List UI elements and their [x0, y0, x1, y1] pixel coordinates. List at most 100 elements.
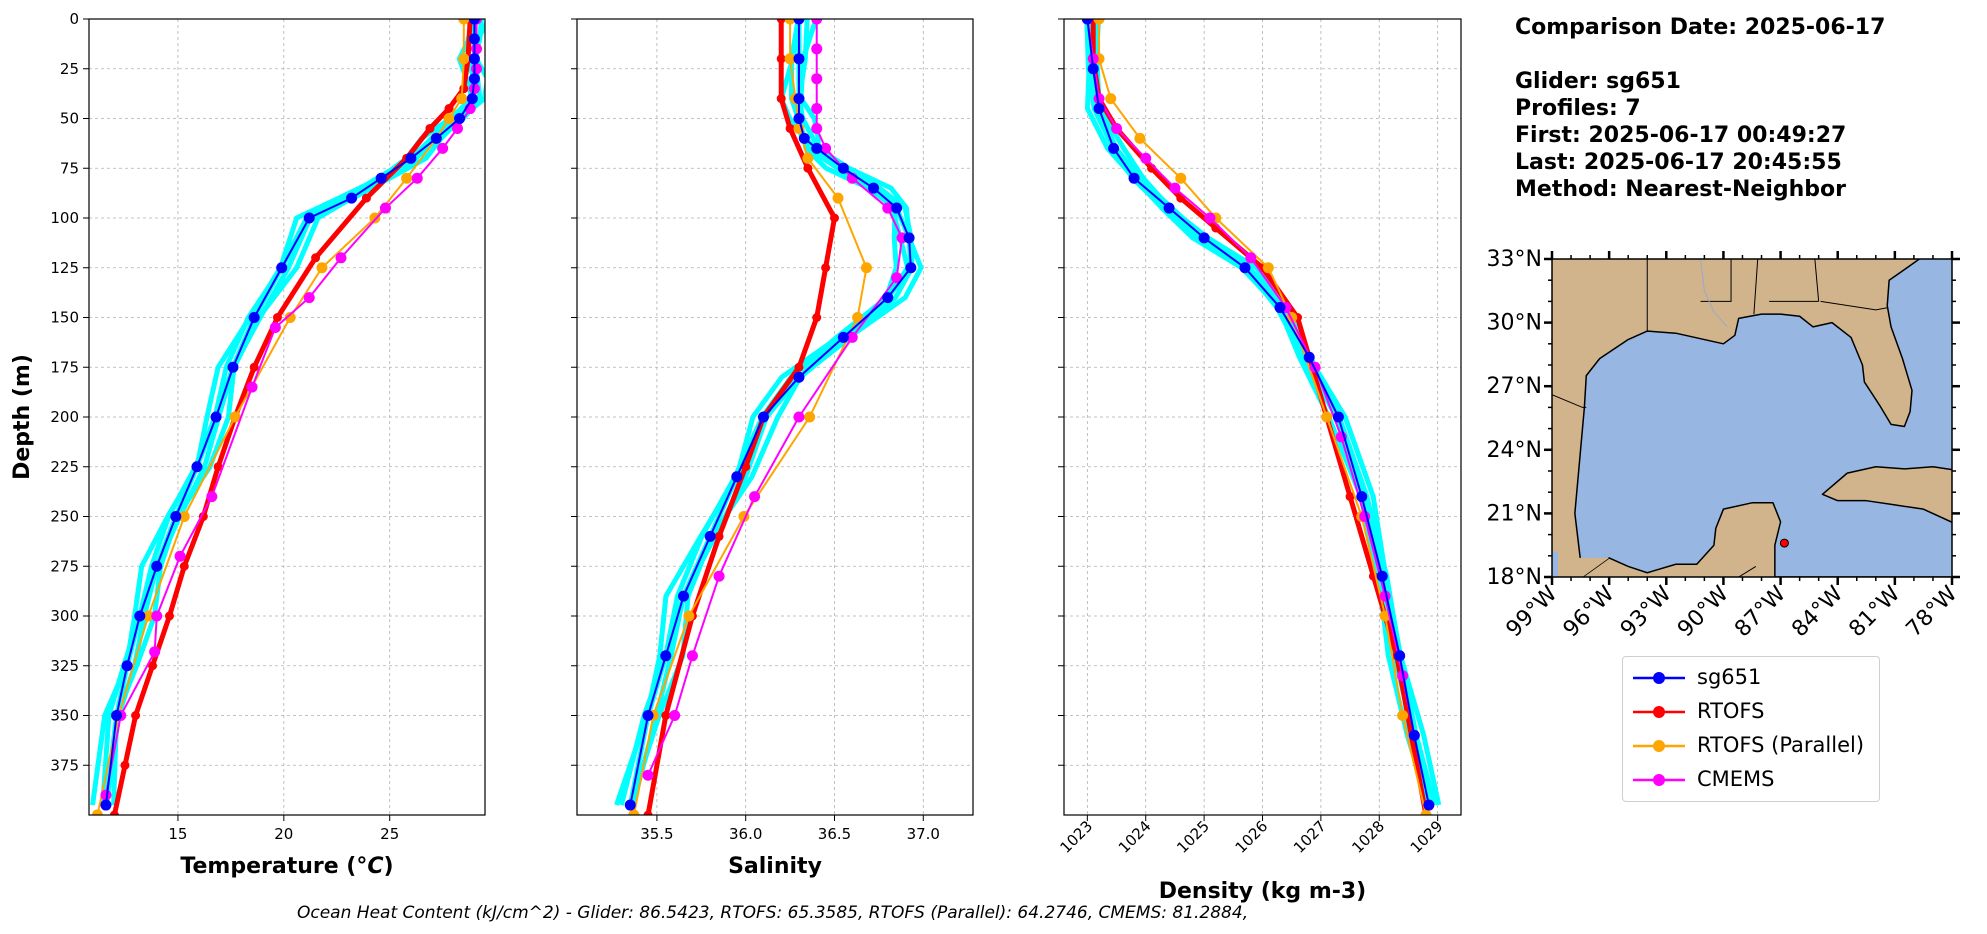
data-point — [151, 610, 163, 622]
method: Method: Nearest-Neighbor — [1515, 177, 1846, 202]
state-border — [1753, 259, 1759, 315]
gulf-of-mexico — [1574, 259, 1952, 577]
data-point — [811, 103, 823, 115]
y-tick-label: 300 — [50, 607, 79, 625]
profile-count: Profiles: 7 — [1515, 96, 1641, 121]
temperature-panel: 0 25 50 75 100 125 150 175 200 225 250 275 300 325 350… — [10, 10, 486, 879]
lat-tick-label: 33°N — [1487, 247, 1542, 272]
data-point — [793, 19, 805, 25]
x-tick-label: 35.5 — [640, 825, 673, 843]
data-point — [812, 313, 822, 322]
data-point — [276, 262, 288, 274]
data-point — [229, 411, 241, 423]
data-point — [891, 202, 903, 214]
data-point — [829, 213, 839, 223]
data-point — [174, 550, 186, 562]
data-point — [1081, 19, 1093, 25]
data-point — [1111, 122, 1123, 134]
data-point — [1204, 212, 1216, 224]
data-point — [272, 313, 282, 322]
data-point — [802, 152, 814, 164]
x-tick-label: 1029 — [1407, 817, 1447, 857]
y-tick-label: 325 — [50, 657, 79, 675]
y-tick-label: 125 — [50, 259, 79, 277]
lon-tick-label: 78°W — [1902, 581, 1963, 642]
lat-tick-label: 18°N — [1487, 565, 1542, 590]
location-map: 18°N 21°N 24°N 27°N 30°N 33°N 99°W96°W93°W90°W… — [1487, 247, 1963, 642]
y-tick-label: 200 — [50, 408, 79, 426]
data-point — [1105, 93, 1117, 105]
raw-profile-line — [1093, 19, 1442, 806]
lon-tick-label: 93°W — [1616, 581, 1677, 642]
data-point — [741, 462, 751, 472]
data-point — [454, 113, 466, 124]
map-frame — [1551, 258, 1953, 578]
data-point — [793, 93, 805, 105]
data-point — [683, 610, 695, 622]
data-point — [793, 113, 805, 124]
data-point — [1408, 729, 1420, 741]
y-tick-label: 375 — [50, 756, 79, 774]
data-point — [210, 411, 222, 423]
data-point — [837, 331, 849, 343]
data-point — [443, 113, 455, 124]
x-axis-label: Salinity — [728, 854, 822, 879]
data-point — [749, 491, 761, 503]
data-point — [811, 43, 823, 55]
raw-profile-line — [100, 19, 477, 806]
data-point — [1108, 142, 1120, 154]
data-point — [660, 650, 672, 662]
data-point — [468, 83, 480, 95]
data-point — [148, 661, 158, 671]
data-point — [1303, 351, 1315, 363]
data-point — [134, 610, 146, 622]
legend-swatch — [1633, 706, 1685, 718]
y-axis-label: Depth (m) — [10, 354, 35, 480]
x-tick-label: 1028 — [1348, 817, 1388, 857]
legend-swatch — [1633, 672, 1685, 684]
salinity-panel: 35.5 36.0 36.5 37.0 Salinity — [571, 18, 974, 879]
data-point — [405, 152, 417, 164]
lon-tick-label: 90°W — [1673, 581, 1734, 642]
data-point — [379, 202, 391, 214]
data-point — [179, 561, 189, 571]
data-point — [468, 53, 480, 65]
country-border — [1738, 565, 1757, 577]
data-point — [832, 192, 844, 204]
data-point — [757, 411, 769, 423]
data-point — [820, 142, 832, 154]
data-point — [316, 262, 328, 274]
lat-tick-label: 27°N — [1487, 374, 1542, 399]
data-point — [811, 142, 823, 154]
data-point — [246, 381, 258, 393]
x-tick-label: 36.5 — [818, 825, 851, 843]
data-point — [451, 122, 463, 134]
y-tick-label: 250 — [50, 508, 79, 526]
data-point — [121, 660, 133, 672]
data-point — [811, 122, 823, 134]
x-tick-label: 25 — [380, 825, 399, 843]
data-point — [1140, 152, 1152, 164]
land-patch — [1552, 557, 1610, 577]
data-point — [846, 331, 858, 343]
data-point — [206, 491, 218, 503]
x-tick-label: 1027 — [1290, 817, 1330, 857]
y-tick-label: 350 — [50, 707, 79, 725]
data-point — [686, 650, 698, 662]
data-point — [1169, 182, 1181, 194]
data-point — [346, 192, 358, 204]
data-point — [669, 710, 681, 721]
data-point — [91, 809, 103, 815]
data-point — [793, 371, 805, 383]
data-point — [624, 799, 636, 811]
x-tick-label: 1026 — [1232, 817, 1272, 857]
data-point — [1175, 172, 1187, 184]
comparison-date: Comparison Date: 2025-06-17 — [1515, 15, 1886, 40]
info-block: Comparison Date: 2025-06-17 Glider: sg651… — [1515, 14, 1885, 203]
data-point — [642, 769, 654, 781]
data-point — [860, 262, 872, 274]
plot-area — [90, 19, 485, 815]
data-point — [466, 93, 478, 105]
data-point — [1262, 262, 1274, 274]
ohc-text: Ocean Heat Content (kJ/cm^2) - Glider: 8… — [297, 903, 1249, 923]
